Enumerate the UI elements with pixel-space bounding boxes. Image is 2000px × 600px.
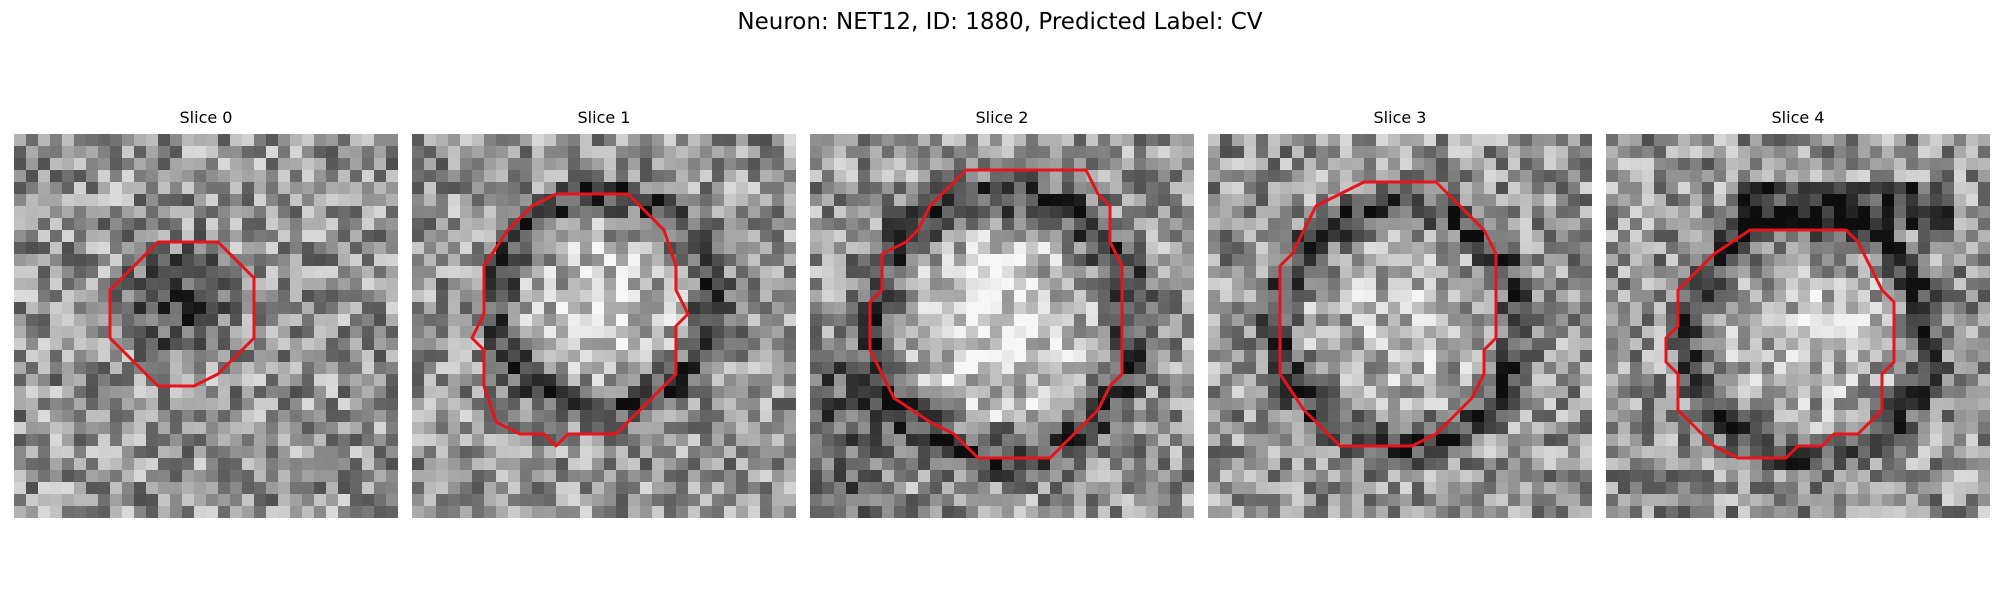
slice-image — [1208, 134, 1592, 518]
slice-texture — [14, 134, 398, 518]
segmentation-contour — [1664, 228, 1896, 460]
slice-title: Slice 4 — [1771, 108, 1825, 127]
slice-image — [412, 134, 796, 518]
slice-title: Slice 2 — [975, 108, 1029, 127]
segmentation-contour — [868, 168, 1124, 460]
slice-image — [810, 134, 1194, 518]
slice-texture — [412, 134, 796, 518]
slice-image — [14, 134, 398, 518]
slice-title: Slice 3 — [1373, 108, 1427, 127]
slice-title: Slice 0 — [179, 108, 233, 127]
segmentation-contour — [108, 240, 256, 388]
segmentation-contour — [470, 192, 690, 448]
slice-title: Slice 1 — [577, 108, 631, 127]
slice-texture — [1606, 134, 1990, 518]
slice-texture — [810, 134, 1194, 518]
slice-image — [1606, 134, 1990, 518]
slice-texture — [1208, 134, 1592, 518]
figure-title: Neuron: NET12, ID: 1880, Predicted Label… — [737, 9, 1263, 35]
segmentation-contour — [1278, 180, 1498, 448]
